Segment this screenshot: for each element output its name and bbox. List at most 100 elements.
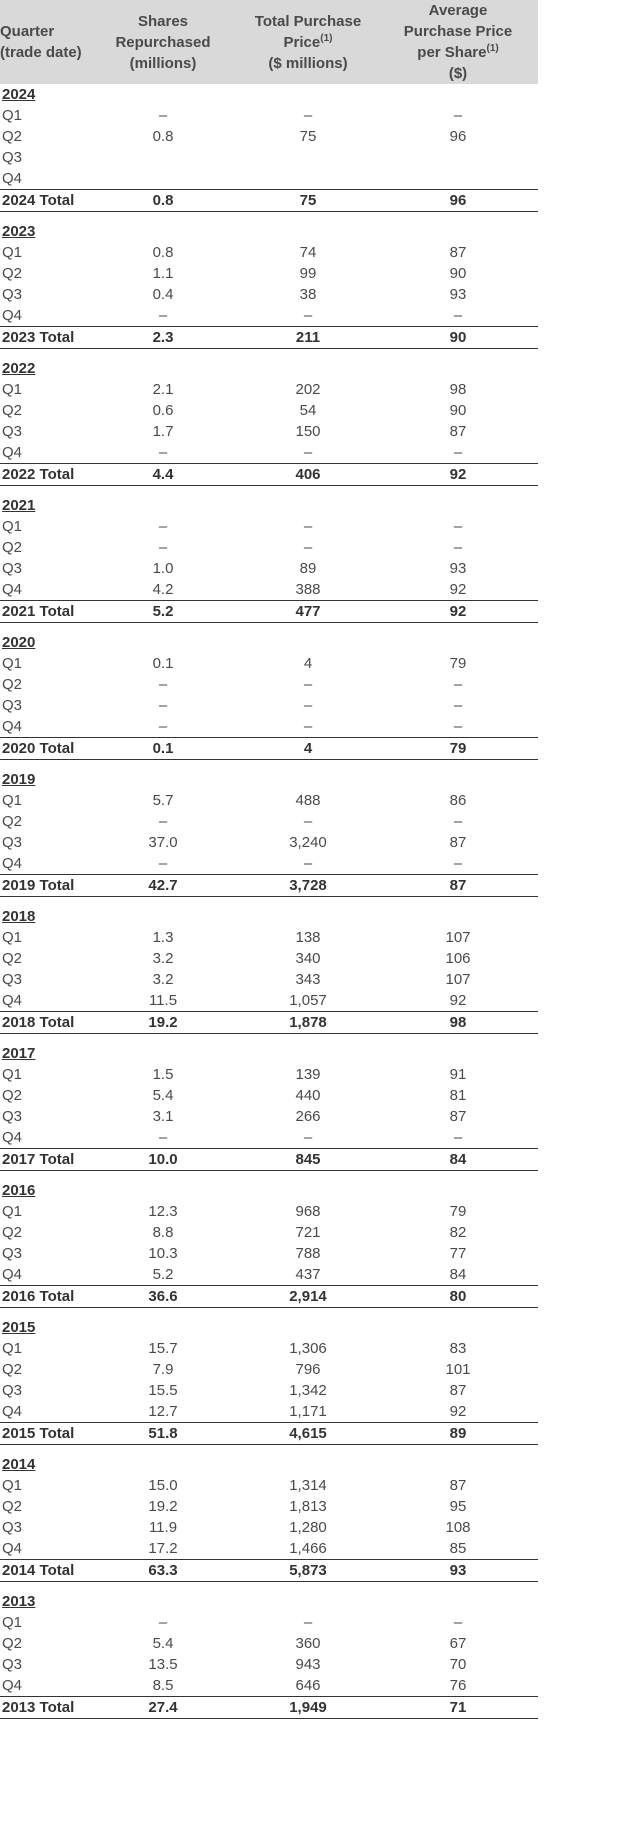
total-shares-cell: 2.3 (152, 329, 174, 346)
year-row: 2017 (0, 1043, 538, 1064)
avg-price-cell: 87 (449, 244, 467, 261)
total-price-cell: 406 (295, 466, 321, 483)
table-row: Q3 (0, 147, 538, 168)
total-price-cell: – (303, 813, 313, 830)
table-row: Q2 1.1 99 90 (0, 263, 538, 284)
total-label: 2014 Total (2, 1562, 75, 1579)
total-price-cell: 343 (295, 971, 321, 988)
table-body: 2024 Q1– – – Q2 0.8 75 96 Q3 Q4 2024 Total 0.8 75 96 2… (0, 84, 538, 1719)
quarter-cell: Q1 (2, 1066, 23, 1083)
shares-cell: – (158, 1614, 168, 1631)
shares-cell: 19.2 (148, 1498, 178, 1515)
quarter-cell: Q4 (2, 1266, 23, 1283)
total-price-cell: – (303, 539, 313, 556)
header-quarter: Quarter (trade date) (0, 23, 82, 61)
quarter-cell: Q3 (2, 423, 23, 440)
total-row: 2019 Total 42.7 3,728 87 (0, 874, 538, 897)
table-row: Q2 – – – (0, 674, 538, 695)
avg-price-cell: 85 (449, 1540, 467, 1557)
total-label: 2024 Total (2, 192, 75, 209)
avg-price-cell: – (453, 718, 463, 735)
table-row: Q2 5.4 360 67 (0, 1633, 538, 1654)
shares-cell: – (158, 718, 168, 735)
shares-cell: 12.7 (148, 1403, 178, 1420)
quarter-cell: Q3 (2, 1382, 23, 1399)
quarter-cell: Q4 (2, 170, 23, 187)
shares-cell: 5.4 (152, 1087, 174, 1104)
table-row: Q2 5.4 440 81 (0, 1085, 538, 1106)
shares-cell: 3.1 (152, 1108, 174, 1125)
year-label: 2016 (2, 1182, 36, 1199)
avg-price-cell: 77 (449, 1245, 467, 1262)
total-shares-cell: 27.4 (148, 1699, 178, 1716)
header-total-price: Total Purchase Price(1) ($ millions) (254, 12, 362, 72)
table-header: Quarter (trade date) Shares Repurchased … (0, 0, 538, 84)
quarter-cell: Q4 (2, 1540, 23, 1557)
total-price-cell: – (303, 444, 313, 461)
avg-price-cell: 81 (449, 1087, 467, 1104)
avg-price-cell: 93 (449, 560, 467, 577)
table-row: Q1 15.0 1,314 87 (0, 1475, 538, 1496)
shares-cell: 1.5 (152, 1066, 174, 1083)
shares-cell: 1.1 (152, 265, 174, 282)
table-row: Q3 37.0 3,240 87 (0, 832, 538, 853)
shares-cell: 1.7 (152, 423, 174, 440)
avg-price-cell: 87 (449, 1477, 467, 1494)
quarter-cell: Q3 (2, 697, 23, 714)
table-row: Q1 0.8 74 87 (0, 242, 538, 263)
total-price-cell: 266 (295, 1108, 321, 1125)
table-row: Q1 5.7 488 86 (0, 790, 538, 811)
total-price-cell: 1,171 (289, 1403, 327, 1420)
table-row: Q2 19.2 1,813 95 (0, 1496, 538, 1517)
avg-price-cell: 101 (445, 1361, 471, 1378)
quarter-cell: Q4 (2, 1677, 23, 1694)
total-price-cell: 1,813 (289, 1498, 327, 1515)
avg-price-cell: 87 (449, 423, 467, 440)
shares-cell: 11.5 (148, 992, 178, 1009)
total-price-cell: – (303, 307, 313, 324)
table-row: Q4 17.2 1,466 85 (0, 1538, 538, 1559)
total-avg-cell: 96 (449, 192, 467, 209)
total-avg-cell: 79 (449, 740, 467, 757)
quarter-cell: Q3 (2, 834, 23, 851)
total-shares-cell: 10.0 (148, 1151, 178, 1168)
total-price-cell: 211 (295, 329, 321, 346)
total-row: 2022 Total 4.4 406 92 (0, 463, 538, 486)
quarter-cell: Q4 (2, 718, 23, 735)
total-price-cell: – (303, 1129, 313, 1146)
total-avg-cell: 84 (449, 1151, 467, 1168)
year-label: 2018 (2, 908, 36, 925)
shares-cell: 17.2 (148, 1540, 178, 1557)
shares-cell: 8.5 (152, 1677, 174, 1694)
quarter-cell: Q1 (2, 1477, 23, 1494)
shares-cell: 15.5 (148, 1382, 178, 1399)
total-price-cell: 788 (295, 1245, 321, 1262)
total-price-cell: 202 (295, 381, 321, 398)
avg-price-cell: 92 (449, 581, 467, 598)
avg-price-cell: – (453, 307, 463, 324)
quarter-cell: Q3 (2, 1656, 23, 1673)
total-row: 2024 Total 0.8 75 96 (0, 189, 538, 212)
table-row: Q1 2.1 202 98 (0, 379, 538, 400)
shares-cell: 15.7 (148, 1340, 178, 1357)
total-price-cell: 1,878 (289, 1014, 327, 1031)
shares-cell: 11.9 (148, 1519, 178, 1536)
total-price-cell: 1,342 (289, 1382, 327, 1399)
total-price-cell: 388 (295, 581, 321, 598)
total-price-cell: 89 (299, 560, 317, 577)
year-row: 2016 (0, 1180, 538, 1201)
table-row: Q2 – – – (0, 811, 538, 832)
table-row: Q2 0.6 54 90 (0, 400, 538, 421)
table-row: Q3 3.2 343 107 (0, 969, 538, 990)
quarter-cell: Q4 (2, 855, 23, 872)
table-row: Q4 (0, 168, 538, 189)
avg-price-cell: – (453, 676, 463, 693)
total-price-cell: 440 (295, 1087, 321, 1104)
total-price-cell: – (303, 697, 313, 714)
total-row: 2020 Total 0.1 4 79 (0, 737, 538, 760)
total-row: 2013 Total 27.4 1,949 71 (0, 1696, 538, 1719)
table-row: Q1 0.1 4 79 (0, 653, 538, 674)
shares-cell: – (158, 518, 168, 535)
quarter-cell: Q3 (2, 560, 23, 577)
footnote-marker: (1) (320, 32, 333, 44)
